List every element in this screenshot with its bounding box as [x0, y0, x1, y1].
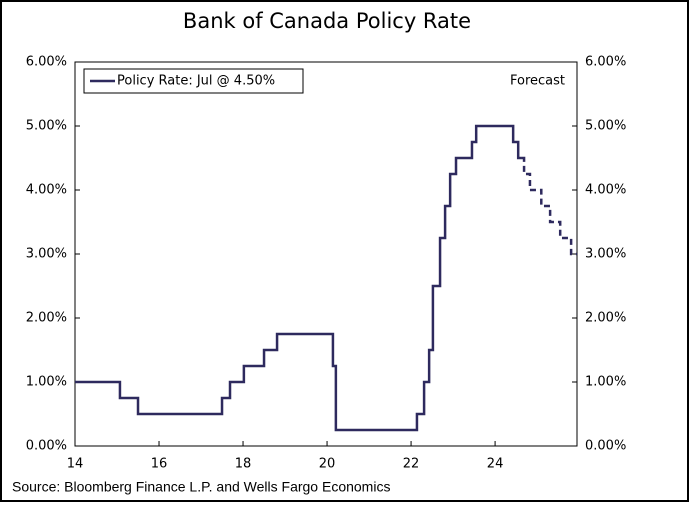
x-tick-label: 22 — [403, 457, 420, 472]
y2-tick-label: 5.00% — [585, 119, 626, 134]
chart-title: Bank of Canada Policy Rate — [183, 9, 471, 33]
forecast-label: Forecast — [510, 74, 565, 89]
y2-tick-label: 6.00% — [585, 55, 626, 70]
y-tick-label: 0.00% — [26, 439, 67, 454]
y2-tick-label: 2.00% — [585, 311, 626, 326]
forecast-line — [521, 156, 577, 256]
y-tick-label: 5.00% — [26, 119, 67, 134]
y-tick-label: 6.00% — [26, 55, 67, 70]
policy-rate-line — [75, 124, 522, 432]
x-tick-label: 20 — [319, 457, 336, 472]
y2-tick-label: 4.00% — [585, 183, 626, 198]
y-tick-label: 1.00% — [26, 375, 67, 390]
x-tick-label: 16 — [151, 457, 168, 472]
y2-tick-label: 1.00% — [585, 375, 626, 390]
y2-tick-label: 0.00% — [585, 439, 626, 454]
legend-label: Policy Rate: Jul @ 4.50% — [117, 74, 275, 89]
x-tick-label: 18 — [235, 457, 252, 472]
y2-tick-label: 3.00% — [585, 247, 626, 262]
y-tick-label: 4.00% — [26, 183, 67, 198]
source-note: Source: Bloomberg Finance L.P. and Wells… — [12, 479, 390, 495]
y-tick-label: 2.00% — [26, 311, 67, 326]
x-tick-label: 14 — [67, 457, 84, 472]
x-tick-label: 24 — [487, 457, 504, 472]
legend-box — [83, 68, 304, 94]
y-tick-label: 3.00% — [26, 247, 67, 262]
